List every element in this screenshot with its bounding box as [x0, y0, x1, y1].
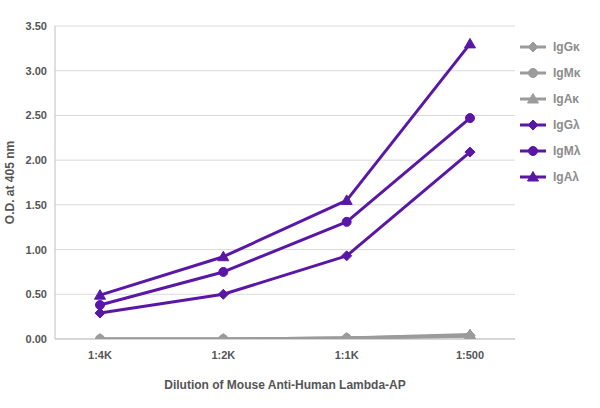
y-tick-label: 3.50 [26, 20, 47, 32]
x-tick-label: 1:1K [335, 349, 359, 361]
legend-label: IgMκ [553, 66, 581, 80]
data-point [342, 334, 351, 339]
data-point [342, 217, 351, 226]
grid-line [55, 70, 515, 71]
plot-data [95, 38, 476, 339]
data-point [342, 333, 352, 339]
series-line [100, 335, 470, 339]
legend: IgGκ IgMκ IgAκ IgGλ IgMλ IgAλ [520, 40, 581, 184]
series [96, 114, 475, 310]
legend-marker [529, 147, 538, 156]
grid [55, 26, 515, 339]
series [95, 38, 476, 299]
grid-line [55, 115, 515, 116]
y-tick-label: 3.00 [26, 65, 47, 77]
grid-line [55, 26, 515, 27]
legend-marker [528, 42, 538, 52]
legend-label: IgAλ [553, 170, 579, 184]
x-tick-label: 1:2K [211, 349, 235, 361]
grid-line [55, 204, 515, 205]
y-tick-label: 1.00 [26, 244, 47, 256]
x-axis-title: Dilution of Mouse Anti-Human Lambda-AP [164, 378, 406, 392]
data-point [219, 335, 228, 340]
series [95, 330, 475, 339]
legend-marker [529, 69, 538, 78]
series [95, 329, 476, 339]
data-point [218, 334, 229, 340]
data-point [96, 335, 105, 340]
data-point [465, 330, 475, 339]
y-tick-label: 2.00 [26, 154, 47, 166]
data-point [341, 195, 352, 205]
legend-label: IgGκ [553, 40, 580, 54]
legend-label: IgGλ [553, 118, 580, 132]
legend-marker [528, 94, 539, 104]
data-point [95, 334, 106, 340]
y-tick-label: 1.50 [26, 199, 47, 211]
y-axis-title: O.D. at 405 nm [3, 141, 17, 224]
grid-line [55, 249, 515, 250]
series [96, 332, 475, 339]
y-tick-label: 0.00 [26, 333, 47, 345]
data-point [466, 114, 475, 123]
data-point [219, 267, 228, 276]
legend-marker [528, 120, 538, 130]
chart: 0.00 0.50 1.00 1.50 2.00 2.50 3.00 3.50 1:4K 1:2K… [0, 0, 600, 408]
data-point [95, 308, 105, 318]
data-point [342, 251, 352, 261]
data-point [218, 251, 229, 261]
x-tick-label: 1:500 [456, 349, 484, 361]
data-point [218, 334, 228, 339]
grid-line [55, 294, 515, 295]
x-tick-label: 1:4K [88, 349, 112, 361]
legend-label: IgMλ [553, 144, 581, 158]
series-line [100, 336, 470, 339]
data-point [465, 147, 475, 157]
grid-line [55, 160, 515, 161]
series [95, 147, 475, 318]
y-axis-line [55, 26, 56, 339]
data-point [341, 333, 352, 339]
data-point [465, 38, 476, 48]
legend-label: IgAκ [553, 92, 579, 106]
data-point [218, 289, 228, 299]
y-tick-label: 2.50 [26, 109, 47, 121]
series-line [100, 44, 470, 295]
legend-marker [528, 172, 539, 182]
series-line [100, 152, 470, 313]
y-tick-label: 0.50 [26, 288, 47, 300]
series-line [100, 335, 470, 339]
page: {"chart_data": { "type": "line", "x_labe… [0, 0, 600, 408]
data-point [95, 334, 105, 339]
data-point [95, 290, 106, 300]
series-line [100, 118, 470, 305]
